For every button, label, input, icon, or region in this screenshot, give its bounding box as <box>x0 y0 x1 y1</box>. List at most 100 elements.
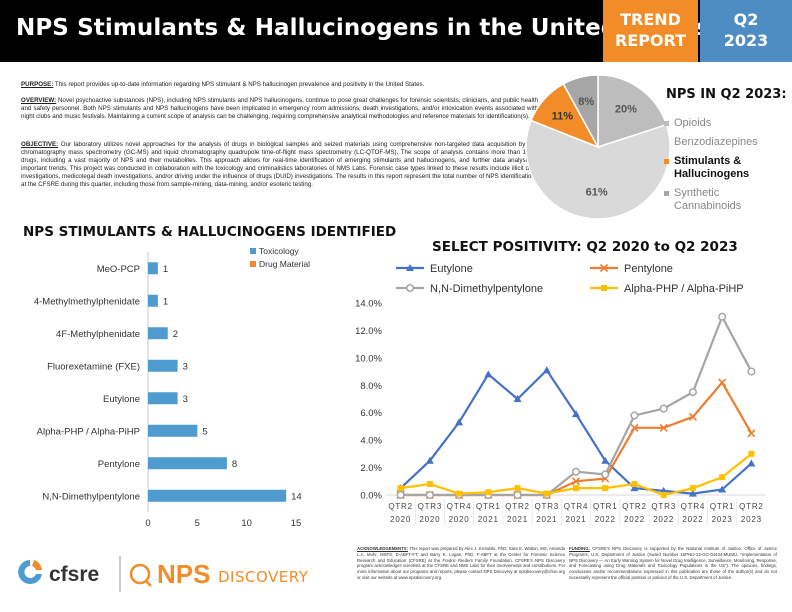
line-y-tick-label: 8.0% <box>360 381 382 392</box>
pie-slice-label: 61% <box>586 187 608 199</box>
pie-slice-label: 20% <box>615 104 637 116</box>
line-x-tick-quarter: QTR4 <box>681 502 706 511</box>
objective-label: Objective: <box>21 141 59 148</box>
bar-category-label: Fluorexetamine (FXE) <box>47 361 140 372</box>
pie-heading: NPS IN Q2 2023: <box>666 87 787 102</box>
cfsre-logo-text: cfsre <box>49 563 99 586</box>
line-x-tick-year: 2021 <box>566 515 587 524</box>
line-point <box>718 378 727 387</box>
bar-legend-swatch <box>250 248 256 254</box>
logos-svg: cfsre NPS DISCOVERY <box>18 556 309 592</box>
line-x-tick-quarter: QTR2 <box>739 502 764 511</box>
line-point <box>718 312 727 321</box>
line-point <box>747 459 756 467</box>
bar-x-tick-label: 0 <box>145 518 150 529</box>
funding-label: FUNDING: <box>569 546 591 551</box>
line-x-tick-year: 2023 <box>741 515 762 524</box>
line-point <box>719 474 726 481</box>
overview-paragraph: Overview: Novel psychoactive substances … <box>21 97 538 121</box>
bar-value-label: 3 <box>183 361 188 372</box>
line-x-tick-quarter: QTR2 <box>622 502 647 511</box>
line-x-tick-quarter: QTR2 <box>505 502 530 511</box>
line-point <box>601 470 610 479</box>
line-y-tick-label: 14.0% <box>355 299 382 310</box>
funding-text: CFSRE's NPS Discovery is supported by th… <box>569 546 777 580</box>
quarter-badge: Q2 2023 <box>700 0 792 62</box>
line-x-tick-quarter: QTR3 <box>418 502 443 511</box>
line-point <box>455 418 464 426</box>
line-point <box>601 456 610 464</box>
bar-toxicology <box>148 359 178 372</box>
line-x-tick-year: 2022 <box>595 515 616 524</box>
line-point <box>630 423 639 432</box>
legend-dot <box>664 191 669 196</box>
line-point <box>426 481 433 488</box>
ack-label: ACKNOWLEDGEMENTS: <box>357 546 409 551</box>
bar-category-label: Pentylone <box>98 459 140 470</box>
legend-dot <box>664 140 669 145</box>
line-point <box>484 370 493 378</box>
overview-label: Overview: <box>21 97 57 104</box>
funding-paragraph: FUNDING: CFSRE's NPS Discovery is suppor… <box>569 546 777 581</box>
line-x-tick-year: 2022 <box>624 515 645 524</box>
bar-toxicology <box>148 392 178 405</box>
line-x-tick-year: 2023 <box>712 515 733 524</box>
bar-value-label: 8 <box>232 459 237 470</box>
pie-slice-3 <box>562 74 599 148</box>
line-x-tick-year: 2020 <box>419 515 440 524</box>
line-x-tick-quarter: QTR3 <box>651 502 676 511</box>
legend-benzodiazepines: Benzodiazepines <box>664 136 758 149</box>
purpose-paragraph: Purpose: This report provides up-to-date… <box>21 81 538 89</box>
bar-toxicology <box>148 327 168 340</box>
bar-value-label: 5 <box>202 426 207 437</box>
nps-pie-chart: 20% 61% 11% 8% <box>525 74 671 220</box>
line-y-tick-label: 6.0% <box>360 408 382 419</box>
bar-toxicology <box>148 457 227 470</box>
purpose-text: This report provides up-to-date informat… <box>53 81 425 88</box>
bar-legend-label: Toxicology <box>259 246 299 256</box>
report-label: REPORT <box>614 31 687 50</box>
line-series-1 <box>400 380 753 497</box>
year-label: 2023 <box>723 31 769 50</box>
legend-stimulants-label-1: Stimulants & <box>674 155 742 167</box>
pie-slice-0 <box>597 74 668 149</box>
bar-category-label: N,N-Dimethylpentylone <box>42 491 140 502</box>
legend-stimulants-label-2: Hallucinogens <box>674 168 750 180</box>
line-point <box>543 490 550 497</box>
bar-toxicology <box>148 424 198 437</box>
line-x-tick-quarter: QTR3 <box>534 502 559 511</box>
bar-value-label: 1 <box>163 264 168 275</box>
line-point <box>573 485 579 492</box>
line-y-tick-label: 4.0% <box>360 436 382 447</box>
line-x-tick-year: 2021 <box>536 515 557 524</box>
line-point <box>571 467 581 476</box>
line-legend-marker <box>599 263 609 273</box>
line-point <box>659 423 668 432</box>
line-point <box>659 404 668 413</box>
discovery-logo-text: DISCOVERY <box>218 568 309 586</box>
legend-opioids-label: Opioids <box>674 117 712 129</box>
line-point <box>688 412 697 421</box>
footer-logos: cfsre NPS DISCOVERY <box>16 550 352 598</box>
bar-value-label: 14 <box>291 491 302 502</box>
line-x-tick-year: 2020 <box>390 515 411 524</box>
line-x-tick-year: 2021 <box>478 515 499 524</box>
bar-category-label: MeO-PCP <box>97 264 140 275</box>
objective-paragraph: Objective: Our laboratory utilizes novel… <box>21 141 538 190</box>
bar-value-label: 3 <box>183 394 188 405</box>
bar-toxicology <box>148 294 158 307</box>
bar-x-tick-label: 15 <box>291 518 302 529</box>
bar-x-tick-label: 10 <box>241 518 252 529</box>
bar-legend-swatch <box>250 261 256 267</box>
bar-category-label: 4F-Methylphenidate <box>56 329 140 340</box>
line-point <box>514 485 521 492</box>
pie-slice-label: 8% <box>578 96 594 108</box>
bar-toxicology <box>148 262 158 275</box>
line-legend-marker <box>405 283 415 293</box>
ack-text: This report was prepared by Alex J. Krot… <box>357 546 565 580</box>
line-point <box>425 490 434 500</box>
line-y-tick-label: 12.0% <box>355 326 382 337</box>
line-legend-label: N,N-Dimethylpentylone <box>430 283 543 295</box>
line-point <box>456 490 463 497</box>
line-point <box>572 410 580 418</box>
